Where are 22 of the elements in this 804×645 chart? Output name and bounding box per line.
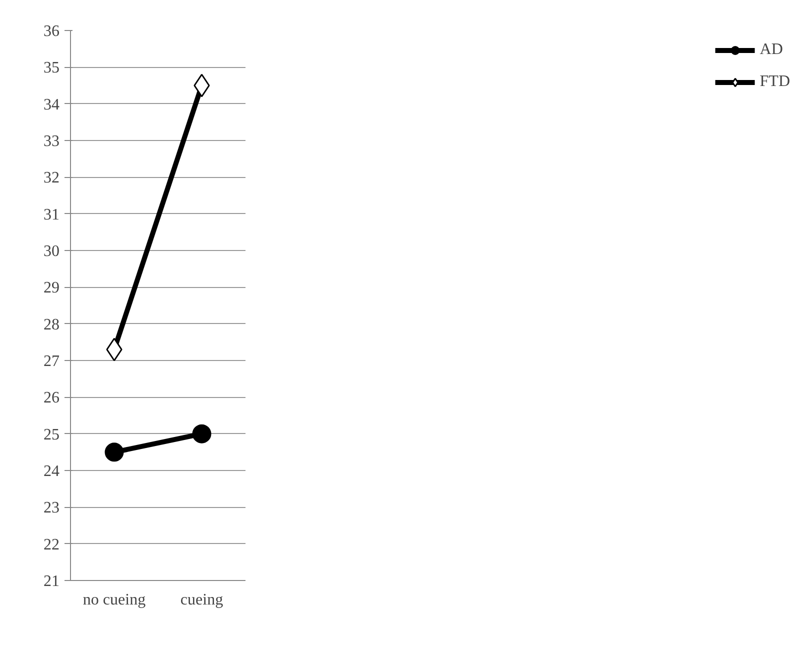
y-tick-label: 32 xyxy=(44,170,60,187)
y-tick-label: 25 xyxy=(44,426,60,444)
y-tick-label: 30 xyxy=(44,243,60,260)
x-tick-label: cueing xyxy=(180,592,224,608)
y-tick-label: 36 xyxy=(44,23,60,40)
y-tick-label: 26 xyxy=(44,390,60,407)
y-tick-label: 21 xyxy=(44,573,60,590)
point xyxy=(192,424,212,444)
y-tick-label: 23 xyxy=(44,500,60,517)
y-tick-label: 24 xyxy=(44,463,60,480)
legend-label: AD xyxy=(760,41,783,59)
y-tick-label: 31 xyxy=(44,206,60,224)
y-tick-label: 33 xyxy=(44,133,60,150)
x-tick-label: no cueing xyxy=(82,592,146,608)
y-tick-label: 27 xyxy=(44,353,60,370)
point xyxy=(104,442,124,462)
y-tick-label: 35 xyxy=(44,60,60,77)
y-tick-label: 22 xyxy=(44,536,60,554)
y-tick-label: 34 xyxy=(44,96,60,114)
legend-label: FTD xyxy=(760,73,790,91)
y-tick-label: 28 xyxy=(44,316,60,334)
y-tick-label: 29 xyxy=(44,280,60,297)
